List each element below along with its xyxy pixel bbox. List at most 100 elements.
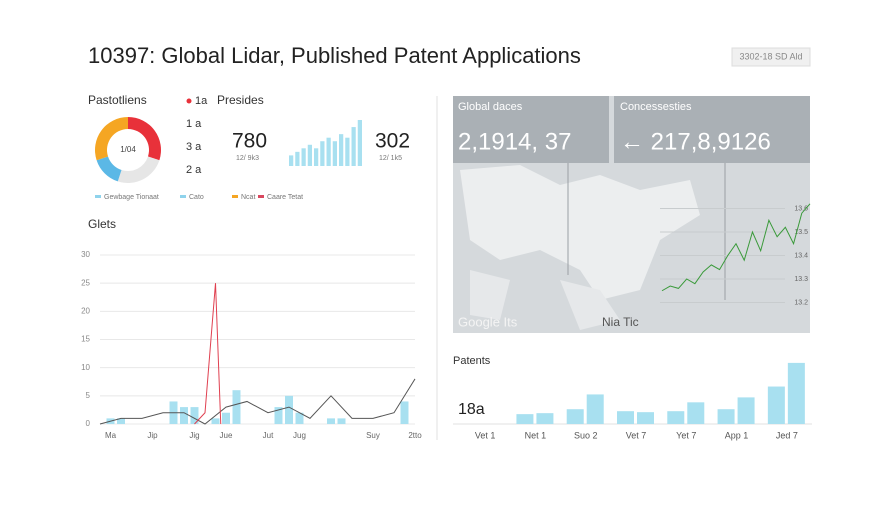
bar: [274, 407, 283, 424]
spark-bar: [339, 134, 344, 166]
x-tick-label: Jed 7: [776, 430, 798, 440]
bar: [787, 362, 805, 424]
side-label: 1 a: [186, 118, 202, 130]
spark-bar: [314, 148, 319, 166]
bar: [180, 407, 188, 424]
spark-bar: [301, 148, 306, 166]
bar: [586, 394, 604, 424]
line: [99, 378, 416, 425]
bar: [232, 390, 241, 424]
bar: [222, 412, 230, 424]
map-land: [460, 165, 700, 300]
y-tick-label: 13.6: [794, 205, 808, 212]
bar: [295, 412, 304, 424]
stat-title: Concessesties: [620, 101, 692, 113]
spark-bar: [326, 137, 331, 166]
y-tick-label: 0: [86, 419, 91, 428]
spark-bar: [345, 137, 350, 166]
x-tick-label: App 1: [725, 430, 749, 440]
y-tick-label: 13.2: [794, 299, 808, 306]
panel-title: Glets: [88, 217, 116, 231]
panel-title: Pastotliens: [88, 93, 147, 107]
center-label: 1/04: [120, 145, 136, 154]
panel-title: Patents: [453, 355, 491, 367]
bar: [717, 409, 735, 424]
watermark: Nia Tic: [602, 315, 639, 329]
pie-slice: [95, 117, 128, 161]
bar: [637, 412, 654, 424]
x-tick-label: Vet 1: [475, 430, 496, 440]
page-title: 10397: Global Lidar, Published Patent Ap…: [88, 43, 581, 68]
stat-box: [614, 96, 810, 163]
y-tick-label: 30: [81, 250, 90, 259]
kpi-sub: 12/ 9k3: [236, 155, 259, 162]
bar: [536, 413, 554, 424]
side-label: 1a: [195, 95, 208, 107]
spark-bar: [295, 151, 300, 166]
kpi-value: 302: [375, 130, 410, 153]
x-tick-label: Jug: [293, 431, 306, 440]
line: [194, 283, 222, 425]
stat-box: [453, 96, 609, 163]
line: [661, 203, 811, 292]
x-tick-label: 2tto: [408, 431, 422, 440]
x-tick-label: Jut: [263, 431, 274, 440]
map-land: [470, 270, 620, 330]
bar: [767, 386, 785, 424]
legend-swatch: [258, 195, 264, 198]
dot: [186, 98, 192, 104]
legend-label: Ncat: [241, 194, 255, 201]
bar: [566, 409, 584, 424]
bar: [687, 402, 705, 424]
spark-bar: [351, 127, 356, 166]
bar: [285, 395, 293, 424]
y-tick-label: 13.5: [794, 229, 808, 236]
bar: [190, 407, 199, 424]
stat-value: 2,1914, 37: [458, 128, 571, 155]
kpi-value: 780: [232, 130, 267, 153]
bar: [327, 418, 335, 424]
spark-bar: [332, 141, 337, 166]
spark-bar: [357, 120, 362, 166]
bar: [667, 411, 685, 424]
legend-swatch: [95, 195, 101, 198]
legend-label: Cato: [189, 194, 204, 201]
pie-slice: [128, 117, 162, 161]
legend-swatch: [180, 195, 186, 198]
bar: [737, 397, 755, 424]
bar: [400, 401, 409, 424]
x-tick-label: Jip: [147, 431, 158, 440]
watermark: Google Its: [458, 314, 518, 329]
y-tick-label: 25: [81, 278, 90, 287]
x-tick-label: Ma: [105, 431, 117, 440]
bar: [516, 414, 534, 424]
x-tick-label: Net 1: [525, 430, 547, 440]
x-tick-label: Jue: [220, 431, 233, 440]
pie-slice: [96, 156, 122, 182]
pie-slice: [117, 156, 160, 184]
badge-text: 3302-18 SD Ald: [739, 51, 802, 61]
x-tick-label: Yet 7: [676, 430, 696, 440]
annotation: 18a: [458, 401, 485, 418]
spark-bar: [307, 144, 312, 166]
spark-bar: [320, 141, 325, 166]
stat-title: Global daces: [458, 101, 523, 113]
y-tick-label: 15: [81, 335, 90, 344]
bar: [337, 418, 346, 424]
panel-title: Presides: [217, 93, 264, 107]
badge: [731, 47, 811, 67]
x-tick-label: Suy: [366, 431, 380, 440]
legend-label: Caare Tetat: [267, 194, 303, 201]
y-tick-label: 20: [81, 306, 90, 315]
legend-label: Gewbage Tionaat: [104, 194, 159, 201]
kpi-sub: 12/ 1k5: [379, 155, 402, 162]
x-tick-label: Jig: [189, 431, 199, 440]
bar: [211, 418, 220, 424]
x-tick-label: Suo 2: [574, 430, 598, 440]
spark-bar: [289, 155, 294, 166]
legend-swatch: [232, 195, 238, 198]
stat-value: ← 217,8,9126: [620, 128, 771, 155]
x-tick-label: Vet 7: [626, 430, 647, 440]
side-label: 3 a: [186, 141, 202, 153]
